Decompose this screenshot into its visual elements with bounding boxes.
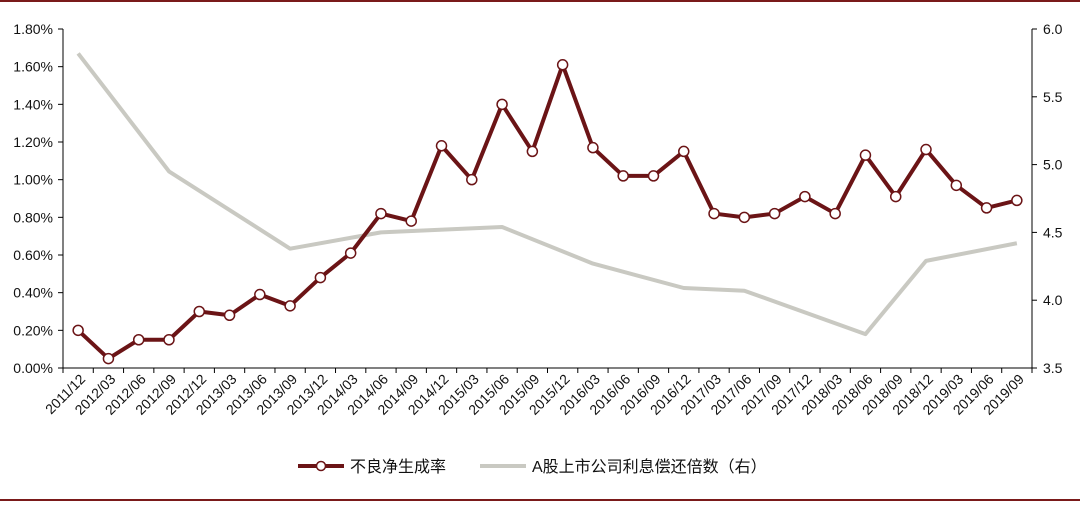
npl-series-line	[76, 62, 1018, 361]
left-tick-label: 0.20%	[13, 322, 53, 338]
right-tick-label: 5.5	[1043, 89, 1063, 105]
legend-npl-label: 不良净生成率	[350, 458, 446, 476]
left-tick-label: 0.60%	[13, 247, 53, 263]
npl-point	[254, 288, 266, 301]
npl-point	[829, 207, 841, 220]
npl-point	[768, 207, 781, 220]
bottom-rule	[0, 499, 1080, 501]
legend: 不良净生成率 A股上市公司利息偿还倍数（右）	[298, 458, 767, 476]
npl-point	[284, 300, 296, 312]
npl-point	[556, 59, 569, 71]
npl-point	[980, 202, 993, 214]
npl-point	[466, 173, 478, 186]
top-rule	[0, 0, 1080, 2]
left-tick-label: 1.20%	[13, 134, 53, 150]
left-tick-label: 1.00%	[13, 172, 53, 188]
npl-point	[132, 334, 145, 346]
left-tick-label: 0.00%	[13, 360, 53, 376]
npl-point	[223, 309, 236, 322]
npl-point	[344, 247, 357, 259]
legend-npl-swatch-marker	[315, 460, 327, 472]
right-tick-label: 4.0	[1043, 292, 1063, 308]
right-tick-label: 6.0	[1043, 21, 1063, 37]
npl-point	[678, 145, 690, 158]
right-tick-label: 4.5	[1043, 224, 1063, 240]
left-tick-label: 0.80%	[13, 209, 53, 225]
axes: 0.00% 0.20% 0.40% 0.60% 0.80% 1.00% 1.20% 1.40%…	[13, 21, 1062, 418]
npl-point	[526, 145, 539, 158]
npl-point	[314, 271, 327, 284]
coverage-series-line	[76, 52, 1018, 337]
npl-point	[889, 190, 902, 203]
npl-point	[587, 141, 599, 154]
npl-point	[920, 143, 932, 156]
npl-point	[405, 215, 417, 227]
right-tick-label: 5.0	[1043, 157, 1063, 173]
npl-point	[1011, 194, 1023, 207]
npl-point	[950, 179, 963, 192]
npl-point	[435, 140, 448, 152]
npl-point	[708, 207, 720, 220]
npl-point	[496, 98, 508, 111]
left-tick-label: 1.80%	[13, 21, 53, 37]
npl-point	[163, 334, 175, 346]
npl-point	[738, 211, 751, 224]
npl-point	[193, 305, 206, 318]
left-tick-label: 0.40%	[13, 285, 53, 301]
npl-point	[375, 207, 387, 220]
npl-point	[617, 170, 629, 182]
npl-point	[102, 352, 115, 365]
left-tick-label: 1.40%	[13, 96, 53, 112]
left-tick-label: 1.60%	[13, 59, 53, 75]
right-tick-label: 3.5	[1043, 360, 1063, 376]
npl-point	[859, 149, 872, 161]
series-layer	[72, 52, 1023, 365]
npl-point	[799, 190, 811, 203]
legend-coverage-label: A股上市公司利息偿还倍数（右）	[532, 458, 767, 476]
npl-point	[72, 324, 84, 337]
npl-point	[647, 170, 660, 182]
